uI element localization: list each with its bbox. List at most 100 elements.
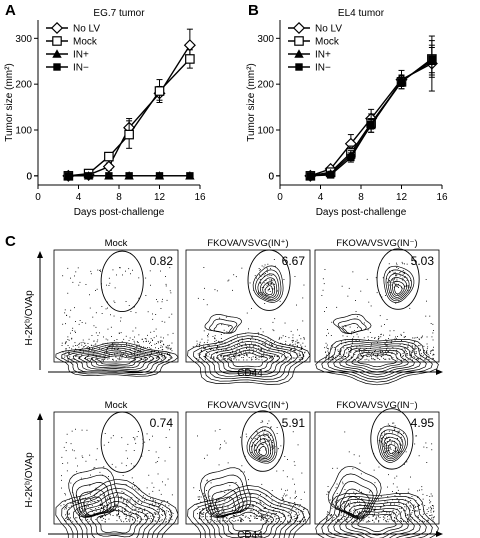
event-dot	[146, 499, 148, 501]
event-dot	[165, 504, 166, 506]
event-dot	[329, 499, 331, 501]
event-dot	[132, 518, 133, 520]
event-dot	[414, 345, 416, 347]
event-dot	[268, 282, 270, 284]
event-dot	[342, 481, 344, 483]
event-dot	[213, 358, 215, 360]
event-dot	[67, 359, 69, 361]
x-tick-label: 4	[318, 192, 324, 203]
event-dot	[170, 292, 172, 294]
event-dot	[268, 283, 270, 285]
event-dot	[62, 463, 64, 464]
event-dot	[259, 348, 261, 350]
contour-line	[210, 343, 287, 375]
event-dot	[384, 517, 386, 519]
event-dot	[396, 515, 398, 517]
event-dot	[296, 496, 297, 497]
event-dot	[431, 336, 433, 338]
event-dot	[267, 433, 269, 435]
event-dot	[258, 444, 260, 446]
contour-line	[83, 496, 105, 516]
event-dot	[430, 493, 432, 495]
event-dot	[64, 312, 66, 314]
event-dot	[276, 518, 278, 519]
event-dot	[395, 336, 396, 338]
event-dot	[68, 347, 70, 349]
event-dot	[67, 292, 69, 294]
marker-square-filled	[428, 55, 436, 63]
event-dot	[409, 516, 411, 518]
event-dot	[261, 359, 263, 361]
event-dot	[101, 313, 103, 314]
event-dot	[357, 327, 358, 329]
event-dot	[385, 447, 387, 449]
event-dot	[253, 515, 255, 517]
event-dot	[87, 501, 89, 503]
event-dot	[171, 313, 173, 315]
event-dot	[134, 354, 135, 356]
event-dot	[95, 501, 97, 503]
event-dot	[253, 512, 255, 514]
event-dot	[406, 508, 407, 510]
event-dot	[114, 503, 115, 505]
event-dot	[241, 519, 242, 521]
event-dot	[200, 349, 202, 351]
event-dot	[241, 518, 242, 520]
event-dot	[289, 344, 291, 346]
event-dot	[155, 314, 157, 315]
contour-line	[383, 265, 415, 303]
event-dot	[279, 338, 280, 340]
contour-line	[216, 346, 281, 373]
event-dot	[121, 437, 123, 439]
event-dot	[82, 498, 84, 499]
event-dot	[120, 345, 122, 347]
event-dot	[378, 521, 380, 523]
event-dot	[250, 452, 252, 453]
event-dot	[387, 496, 389, 497]
event-dot	[203, 355, 205, 357]
event-dot	[102, 360, 104, 362]
event-dot	[324, 311, 325, 312]
event-dot	[409, 505, 411, 507]
event-dot	[164, 354, 165, 356]
event-dot	[95, 519, 97, 520]
event-dot	[363, 322, 365, 324]
event-dot	[167, 346, 169, 348]
event-dot	[396, 359, 398, 361]
event-dot	[217, 346, 218, 347]
legend-label: IN+	[315, 50, 331, 61]
event-dot	[298, 334, 300, 336]
event-dot	[128, 513, 130, 515]
event-dot	[214, 343, 216, 345]
event-dot	[134, 342, 136, 344]
event-dot	[116, 274, 117, 276]
event-dot	[414, 348, 416, 350]
event-dot	[99, 332, 100, 334]
event-dot	[282, 499, 284, 500]
event-dot	[396, 521, 398, 522]
event-dot	[416, 510, 418, 512]
event-dot	[81, 508, 82, 509]
event-dot	[99, 511, 101, 513]
y-tick-label: 200	[257, 80, 274, 91]
event-dot	[165, 356, 167, 358]
event-dot	[395, 492, 397, 494]
event-dot	[296, 339, 298, 341]
event-dot	[133, 340, 135, 342]
event-dot	[270, 519, 272, 521]
event-dot	[328, 348, 329, 350]
event-dot	[95, 487, 97, 489]
event-dot	[227, 462, 229, 464]
event-dot	[78, 500, 79, 502]
event-dot	[232, 514, 234, 516]
event-dot	[290, 355, 291, 356]
event-dot	[351, 345, 353, 347]
event-dot	[125, 351, 127, 353]
event-dot	[62, 323, 64, 325]
event-dot	[81, 429, 83, 431]
event-dot	[331, 514, 332, 515]
event-dot	[97, 500, 99, 502]
event-dot	[214, 341, 216, 342]
event-dot	[238, 508, 239, 510]
event-dot	[70, 277, 71, 279]
